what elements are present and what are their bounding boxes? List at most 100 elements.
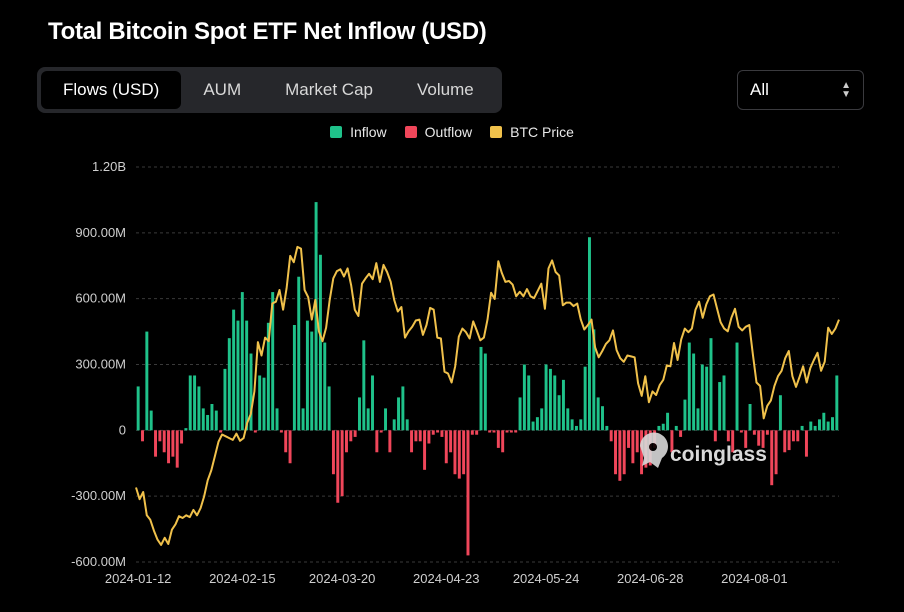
outflow-bar[interactable] <box>496 430 500 448</box>
outflow-bar[interactable] <box>627 430 631 448</box>
inflow-bar[interactable] <box>249 353 253 431</box>
outflow-bar[interactable] <box>418 430 422 442</box>
inflow-bar[interactable] <box>323 342 327 431</box>
outflow-bar[interactable] <box>379 430 383 433</box>
tab-volume[interactable]: Volume <box>417 80 474 99</box>
inflow-bar[interactable] <box>318 254 322 431</box>
outflow-bar[interactable] <box>344 430 348 453</box>
inflow-bar[interactable] <box>362 340 366 431</box>
inflow-bar[interactable] <box>601 406 604 431</box>
outflow-bar[interactable] <box>752 430 756 435</box>
outflow-bar[interactable] <box>336 430 340 503</box>
inflow-bar[interactable] <box>240 292 244 431</box>
outflow-bar[interactable] <box>167 430 171 464</box>
inflow-bar[interactable] <box>566 408 570 431</box>
inflow-bar[interactable] <box>666 412 670 431</box>
legend-btc-price[interactable]: BTC Price <box>490 124 574 140</box>
inflow-bar[interactable] <box>223 368 227 431</box>
outflow-bar[interactable] <box>509 430 513 433</box>
outflow-bar[interactable] <box>783 430 787 453</box>
inflow-bar[interactable] <box>553 375 557 431</box>
outflow-bar[interactable] <box>614 430 617 475</box>
outflow-bar[interactable] <box>739 430 743 433</box>
inflow-bar[interactable] <box>696 408 700 431</box>
inflow-bar[interactable] <box>193 375 197 431</box>
tab-flows-usd[interactable]: Flows (USD) <box>41 71 182 109</box>
outflow-bar[interactable] <box>679 430 683 437</box>
tab-aum[interactable]: AUM <box>203 80 242 99</box>
outflow-bar[interactable] <box>796 430 800 442</box>
outflow-bar[interactable] <box>770 430 774 486</box>
inflow-bar[interactable] <box>210 404 214 431</box>
outflow-bar[interactable] <box>331 430 335 475</box>
outflow-bar[interactable] <box>462 430 466 475</box>
tab-market-cap[interactable]: Market Cap <box>285 80 373 99</box>
inflow-bar[interactable] <box>596 397 600 431</box>
outflow-bar[interactable] <box>640 430 644 475</box>
outflow-bar[interactable] <box>618 430 622 481</box>
inflow-bar[interactable] <box>236 320 240 431</box>
outflow-bar[interactable] <box>670 430 674 453</box>
legend-outflow[interactable]: Outflow <box>404 124 472 140</box>
outflow-bar[interactable] <box>162 430 166 453</box>
outflow-bar[interactable] <box>436 430 440 433</box>
inflow-bar[interactable] <box>570 419 574 431</box>
inflow-bar[interactable] <box>822 412 826 431</box>
outflow-bar[interactable] <box>609 430 613 442</box>
outflow-bar[interactable] <box>713 430 717 442</box>
inflow-bar[interactable] <box>818 419 821 431</box>
inflow-bar[interactable] <box>145 331 149 431</box>
inflow-bar[interactable] <box>561 379 565 431</box>
inflow-bar[interactable] <box>266 322 270 431</box>
outflow-bar[interactable] <box>375 430 379 453</box>
inflow-bar[interactable] <box>831 417 834 431</box>
outflow-bar[interactable] <box>388 430 392 453</box>
outflow-bar[interactable] <box>288 430 292 464</box>
inflow-bar[interactable] <box>197 386 201 431</box>
inflow-bar[interactable] <box>305 320 309 431</box>
inflow-bar[interactable] <box>557 395 561 431</box>
inflow-bar[interactable] <box>310 331 314 431</box>
outflow-bar[interactable] <box>414 430 418 442</box>
inflow-bar[interactable] <box>188 375 192 431</box>
inflow-bar[interactable] <box>687 342 691 431</box>
inflow-bar[interactable] <box>405 419 409 431</box>
outflow-bar[interactable] <box>141 430 144 442</box>
inflow-bar[interactable] <box>371 375 374 431</box>
outflow-bar[interactable] <box>431 430 435 435</box>
outflow-bar[interactable] <box>744 430 748 448</box>
inflow-bar[interactable] <box>535 417 539 431</box>
legend-inflow[interactable]: Inflow <box>330 124 387 140</box>
inflow-bar[interactable] <box>692 353 696 431</box>
inflow-bar[interactable] <box>483 353 487 431</box>
outflow-bar[interactable] <box>219 430 223 433</box>
outflow-bar[interactable] <box>440 430 444 437</box>
outflow-bar[interactable] <box>488 430 492 433</box>
outflow-bar[interactable] <box>470 430 474 435</box>
inflow-bar[interactable] <box>735 342 739 431</box>
outflow-bar[interactable] <box>253 430 257 433</box>
inflow-bar[interactable] <box>522 364 526 431</box>
inflow-bar[interactable] <box>718 382 722 431</box>
inflow-bar[interactable] <box>401 386 405 431</box>
outflow-bar[interactable] <box>505 430 509 433</box>
inflow-bar[interactable] <box>518 397 522 431</box>
inflow-bar[interactable] <box>314 202 318 431</box>
outflow-bar[interactable] <box>453 430 457 475</box>
inflow-bar[interactable] <box>709 338 713 431</box>
inflow-bar[interactable] <box>683 399 687 431</box>
inflow-bar[interactable] <box>592 329 596 431</box>
inflow-bar[interactable] <box>579 419 583 431</box>
inflow-bar[interactable] <box>262 377 266 431</box>
inflow-bar[interactable] <box>392 419 396 431</box>
outflow-bar[interactable] <box>158 430 162 442</box>
outflow-bar[interactable] <box>631 430 635 464</box>
outflow-bar[interactable] <box>423 430 427 470</box>
inflow-bar[interactable] <box>232 309 236 431</box>
outflow-bar[interactable] <box>622 430 626 475</box>
inflow-bar[interactable] <box>245 320 249 431</box>
outflow-bar[interactable] <box>449 430 453 453</box>
outflow-bar[interactable] <box>475 430 479 435</box>
inflow-bar[interactable] <box>292 325 296 431</box>
inflow-bar[interactable] <box>384 408 387 431</box>
